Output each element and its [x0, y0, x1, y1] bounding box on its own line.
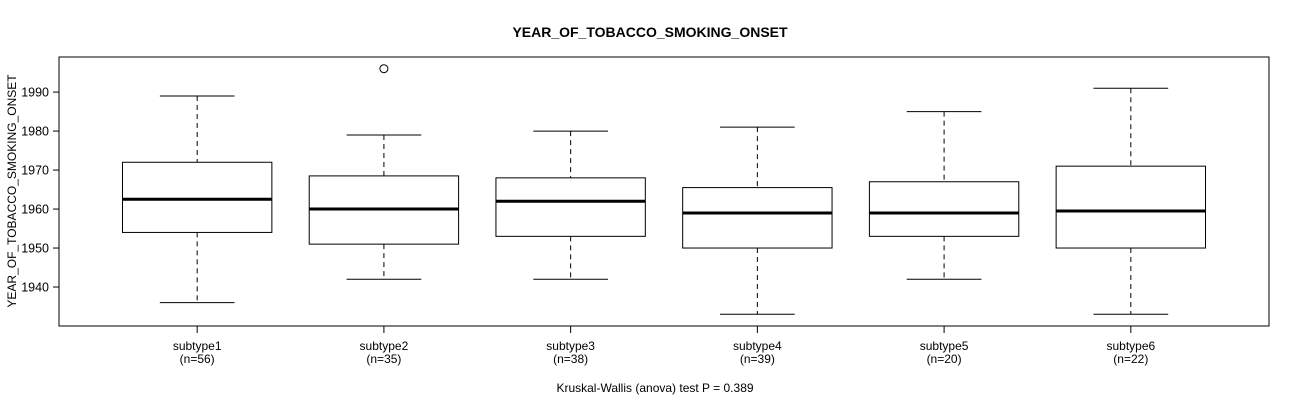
group-label: subtype3 [546, 339, 595, 353]
outlier-point [379, 64, 389, 74]
y-tick-label: 1950 [21, 242, 49, 256]
y-tick-label: 1940 [21, 281, 49, 295]
iqr-box [121, 161, 273, 233]
group-label: subtype1 [173, 339, 222, 353]
y-tick-label: 1970 [21, 164, 49, 178]
group-label: subtype4 [733, 339, 782, 353]
chart-title: YEAR_OF_TOBACCO_SMOKING_ONSET [512, 24, 788, 40]
group-label: subtype5 [920, 339, 969, 353]
y-tick-label: 1980 [21, 125, 49, 139]
iqr-box [1055, 165, 1207, 249]
group-n-label: (n=35) [366, 352, 401, 366]
group-n-label: (n=56) [180, 352, 215, 366]
iqr-box [682, 187, 833, 249]
iqr-box [868, 181, 1020, 237]
plot-area: 1940 1950 1960 1970 1980 1990 subtype1(n=56) su… [21, 56, 1270, 366]
group-n-label: (n=20) [927, 352, 962, 366]
group-n-label: (n=38) [553, 352, 588, 366]
group-label: subtype6 [1106, 339, 1155, 353]
group-label: subtype2 [360, 339, 409, 353]
y-tick-label: 1990 [21, 86, 49, 100]
annotation-text: Kruskal-Wallis (anova) test P = 0.389 [556, 381, 753, 395]
plot-frame [58, 56, 1270, 327]
y-axis-title: YEAR_OF_TOBACCO_SMOKING_ONSET [5, 74, 19, 308]
group-n-label: (n=39) [740, 352, 775, 366]
iqr-box [495, 177, 646, 237]
y-tick-label: 1960 [21, 203, 49, 217]
group-n-label: (n=22) [1113, 352, 1148, 366]
